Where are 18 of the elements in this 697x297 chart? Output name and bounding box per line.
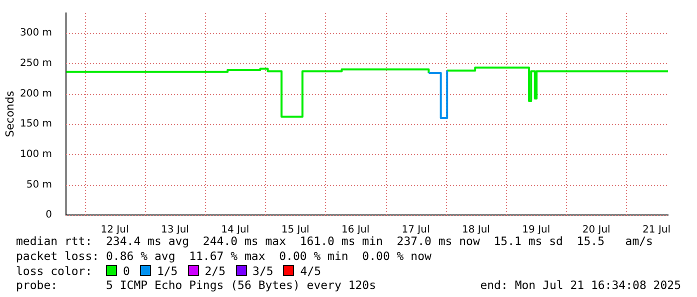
y-tick-label: 150 m [20,118,52,130]
y-tick-label: 200 m [20,88,52,100]
text: end: Mon Jul 21 16:34:08 2025 [480,278,681,293]
legend-label: 4/5 [300,264,322,278]
y-tick-label: 250 m [20,58,52,69]
legend-title: loss color: [16,264,94,278]
legend-label: 1/5 [156,264,178,278]
legend-label: 3/5 [252,264,274,278]
legend-label: 0 [123,264,130,278]
text: probe: 5 ICMP Echo Pings (56 Bytes) every 120s [16,278,376,293]
text: median rtt: 234.4 ms avg 244.0 ms max 161.0 ms min 237.0 ms now 15.1 ms sd 15.5 am/s [16,234,653,249]
text: packet loss: 0.86 % avg 11.67 % max 0.00 % min 0.00 % now [16,249,432,264]
y-tick-label: 100 m [20,148,52,160]
y-tick-label: 300 m [20,28,52,39]
y-axis-title: Seconds [3,90,16,138]
y-tick-label: 50 m [26,179,52,190]
y-tick-label: 0 [46,210,52,221]
legend-label: 2/5 [204,264,226,278]
